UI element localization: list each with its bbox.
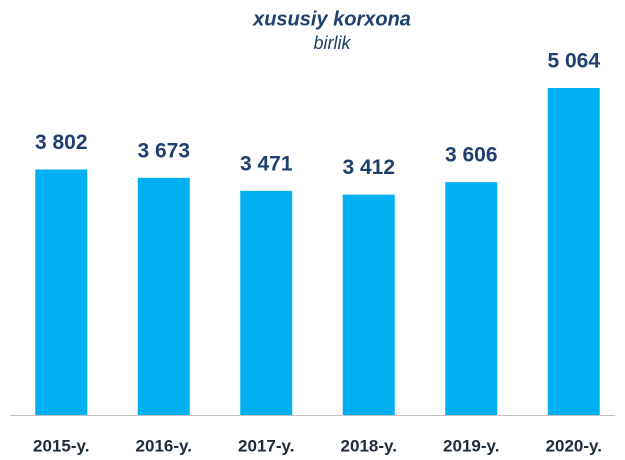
bar [35,169,88,415]
bar [342,194,395,415]
value-label: 5 064 [547,50,600,73]
x-tick-label: 2018-y. [341,436,397,455]
x-tick-label: 2017-y. [238,436,294,455]
x-tick-label: 2019-y. [443,436,499,455]
bar [445,182,498,415]
value-label: 3 673 [137,139,190,162]
bar [137,177,190,415]
value-label: 3 802 [35,131,88,154]
value-label: 3 471 [240,152,293,175]
x-tick-label: 2016-y. [136,436,192,455]
bar [240,190,293,415]
x-tick-label: 2015-y. [33,436,89,455]
chart-subtitle: birlik [313,33,351,53]
value-label: 3 606 [445,144,498,167]
chart-title: xususiy korxona [252,8,411,30]
value-label: 3 412 [342,156,395,179]
x-tick-label: 2020-y. [546,436,602,455]
bar [547,88,600,415]
